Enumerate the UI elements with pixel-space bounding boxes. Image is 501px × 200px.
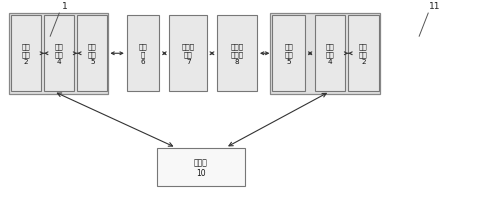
Bar [315, 16, 345, 92]
Text: 节点
底板
2: 节点 底板 2 [358, 43, 367, 65]
Bar [126, 16, 159, 92]
Bar [9, 14, 108, 94]
Text: 节点
底板
2: 节点 底板 2 [22, 43, 31, 65]
Text: 通信
模块
4: 通信 模块 4 [55, 43, 64, 65]
Text: 信号发
生器器
8: 信号发 生器器 8 [230, 43, 243, 65]
Bar [44, 16, 74, 92]
Bar [77, 16, 107, 92]
Bar [169, 16, 207, 92]
Text: 耦合
电路
5: 耦合 电路 5 [88, 43, 97, 65]
Bar [216, 16, 257, 92]
Text: 阻抗变
换器
7: 阻抗变 换器 7 [181, 43, 194, 65]
Bar [272, 16, 304, 92]
Text: 衰减
器
6: 衰减 器 6 [138, 43, 147, 65]
Text: 通信
模块
4: 通信 模块 4 [325, 43, 334, 65]
Bar [11, 16, 41, 92]
Bar [348, 16, 378, 92]
Bar [270, 14, 379, 94]
Text: 上位机
10: 上位机 10 [193, 157, 207, 177]
Bar [156, 148, 244, 186]
Text: 11: 11 [428, 2, 439, 10]
Text: 1: 1 [62, 2, 68, 10]
Text: 耦合
电路
5: 耦合 电路 5 [284, 43, 293, 65]
